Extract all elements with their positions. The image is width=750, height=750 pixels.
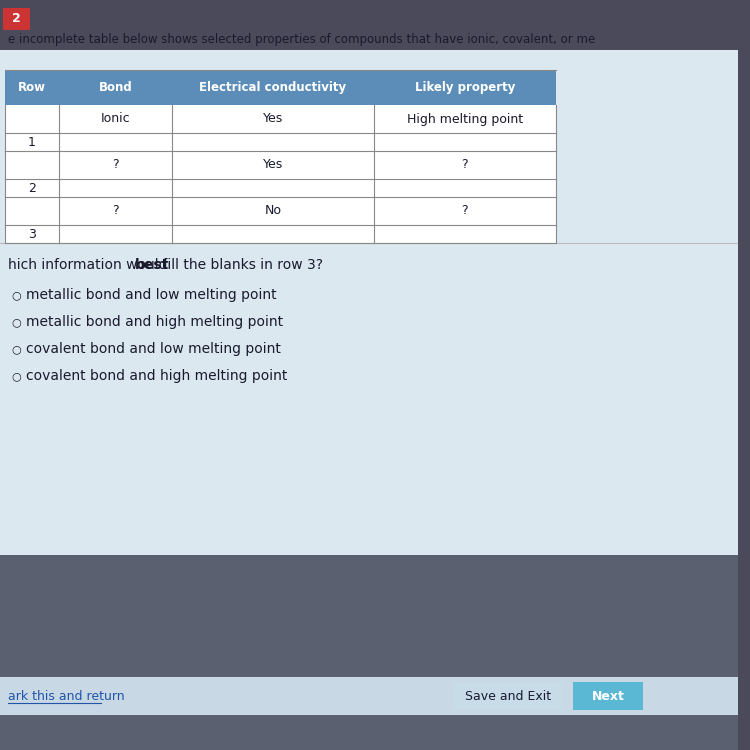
Bar [59,151,172,179]
Text: metallic bond and high melting point: metallic bond and high melting point [26,315,283,329]
Bar [5,197,59,225]
Bar [5,179,59,197]
Bar [5,225,59,243]
Text: Yes: Yes [262,112,283,125]
Bar [172,197,374,225]
Text: 2: 2 [28,182,36,194]
Bar [0,50,738,555]
Bar [172,151,374,179]
Bar [5,105,59,133]
Bar [59,179,172,197]
Text: ?: ? [461,158,468,172]
Text: e incomplete table below shows selected properties of compounds that have ionic,: e incomplete table below shows selected … [8,34,595,46]
Bar [0,677,738,715]
Bar [3,8,31,30]
Text: 3: 3 [28,227,36,241]
Text: No: No [265,205,281,218]
Text: metallic bond and low melting point: metallic bond and low melting point [26,288,276,302]
Bar [374,225,556,243]
Text: ?: ? [112,205,119,218]
Text: Yes: Yes [262,158,283,172]
Bar [59,105,172,133]
Bar [572,682,644,710]
Text: best: best [134,258,169,272]
Bar [374,105,556,133]
Text: covalent bond and low melting point: covalent bond and low melting point [26,342,280,356]
Bar [0,0,738,50]
Text: Electrical conductivity: Electrical conductivity [200,81,346,94]
Text: Bond: Bond [99,81,133,94]
Bar [374,179,556,197]
Bar [0,555,738,750]
Text: Ionic: Ionic [100,112,130,125]
Bar [172,179,374,197]
Text: Likely property: Likely property [415,81,515,94]
Text: covalent bond and high melting point: covalent bond and high melting point [26,369,287,383]
Bar [172,70,374,105]
Text: ?: ? [112,158,119,172]
Bar [374,151,556,179]
Text: ○: ○ [12,290,22,300]
Text: 2: 2 [12,13,21,26]
Text: ○: ○ [12,344,22,354]
Text: ○: ○ [12,317,22,327]
Text: 1: 1 [28,136,36,148]
Bar [5,133,59,151]
Bar [5,151,59,179]
Bar [374,70,556,105]
Bar [374,133,556,151]
Bar [59,197,172,225]
Bar [452,682,562,710]
Bar [59,133,172,151]
Text: ○: ○ [12,371,22,381]
Text: ark this and return: ark this and return [8,689,124,703]
Bar [172,105,374,133]
Text: Row: Row [18,81,46,94]
Bar [172,133,374,151]
Bar [59,70,172,105]
Text: Next: Next [592,689,625,703]
Bar [5,70,59,105]
Text: ?: ? [461,205,468,218]
Text: High melting point: High melting point [406,112,523,125]
Bar [374,197,556,225]
Bar [172,225,374,243]
Text: fill the blanks in row 3?: fill the blanks in row 3? [158,258,322,272]
Text: Save and Exit: Save and Exit [464,689,550,703]
Text: hich information would: hich information would [8,258,172,272]
Bar [59,225,172,243]
